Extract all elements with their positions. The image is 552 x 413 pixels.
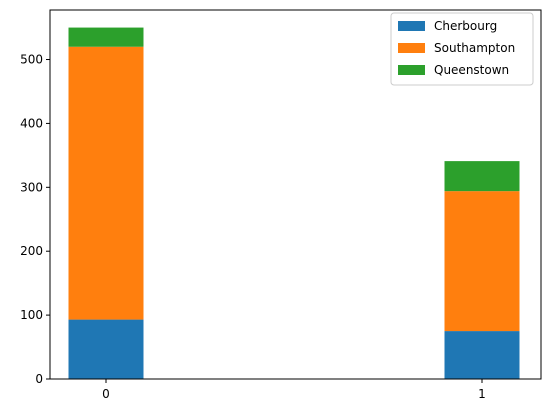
legend-swatch-queenstown (398, 65, 425, 75)
axes-layer: 0 100 200 300 400 500 0 1 (20, 9, 542, 401)
legend: Cherbourg Southampton Queenstown (390, 12, 534, 86)
bar-cherbourg-1 (444, 331, 520, 379)
y-tick-label-100: 100 (20, 308, 43, 322)
y-tick-label-300: 300 (20, 180, 43, 194)
bar-queenstown-0 (68, 27, 144, 47)
x-tick-label-0: 0 (102, 387, 110, 401)
legend-frame (390, 12, 534, 86)
y-tick-label-0: 0 (35, 372, 43, 386)
y-tick-label-200: 200 (20, 244, 43, 258)
bar-queenstown-1 (444, 161, 520, 192)
legend-entry-0: Cherbourg (398, 19, 497, 33)
legend-label-southampton: Southampton (434, 41, 515, 55)
legend-label-cherbourg: Cherbourg (434, 19, 497, 33)
y-tick-label-500: 500 (20, 53, 43, 67)
axes-frame (49, 9, 542, 380)
bar-southampton-0 (68, 46, 144, 320)
legend-label-queenstown: Queenstown (434, 63, 509, 77)
legend-entry-1: Southampton (398, 41, 515, 55)
bar-cherbourg-0 (68, 319, 144, 379)
bars-layer (68, 27, 520, 379)
legend-swatch-southampton (398, 43, 425, 53)
x-tick-label-1: 1 (478, 387, 486, 401)
legend-entry-2: Queenstown (398, 63, 509, 77)
legend-swatch-cherbourg (398, 21, 425, 31)
bar-southampton-1 (444, 191, 520, 332)
y-tick-label-400: 400 (20, 116, 43, 130)
